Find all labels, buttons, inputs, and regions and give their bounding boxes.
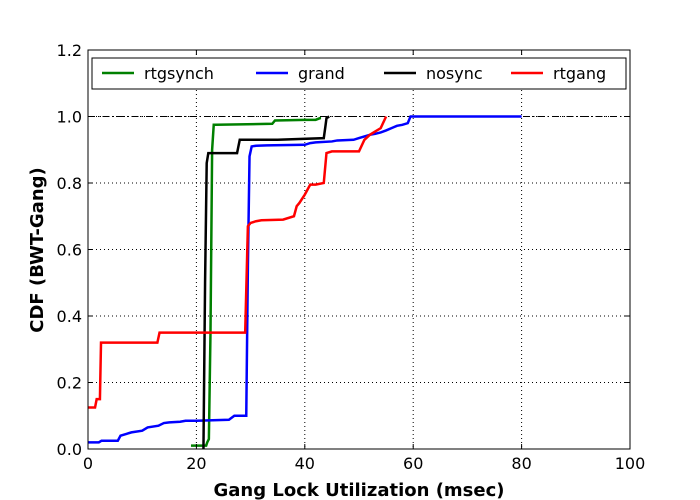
series-line-grand: [88, 115, 522, 444]
y-tick-label: 1.2: [57, 41, 82, 60]
x-tick-label: 40: [295, 454, 315, 473]
series-line-rtgsynch: [190, 116, 322, 447]
tick-layer: 0 20 40 60 80 100 0.0 0.2 0.4 0.6 0.8 1.0 1.2: [57, 41, 646, 473]
y-tick-label: 0.4: [57, 307, 82, 326]
legend-label-rtgsynch: rtgsynch: [144, 64, 214, 83]
grid-layer: [88, 50, 630, 449]
legend: rtgsynch grand nosync rtgang: [91, 57, 627, 90]
x-tick-label: 80: [511, 454, 531, 473]
x-tick-label: 60: [403, 454, 423, 473]
legend-label-nosync: nosync: [426, 64, 483, 83]
y-tick-label: 1.0: [57, 108, 82, 127]
series-line-rtgang: [88, 115, 388, 409]
series-line-nosync: [202, 115, 330, 450]
legend-label-rtgang: rtgang: [553, 64, 606, 83]
x-tick-label: 0: [83, 454, 93, 473]
y-axis-title: CDF (BWT-Gang): [27, 167, 48, 332]
series-layer: [88, 115, 522, 450]
y-tick-label: 0.6: [57, 241, 82, 260]
x-tick-label: 100: [615, 454, 646, 473]
x-tick-label: 20: [186, 454, 206, 473]
y-tick-label: 0.2: [57, 374, 82, 393]
x-axis-title: Gang Lock Utilization (msec): [213, 480, 504, 500]
y-tick-label: 0.8: [57, 174, 82, 193]
y-tick-label: 0.0: [57, 440, 82, 459]
legend-label-grand: grand: [298, 64, 345, 83]
